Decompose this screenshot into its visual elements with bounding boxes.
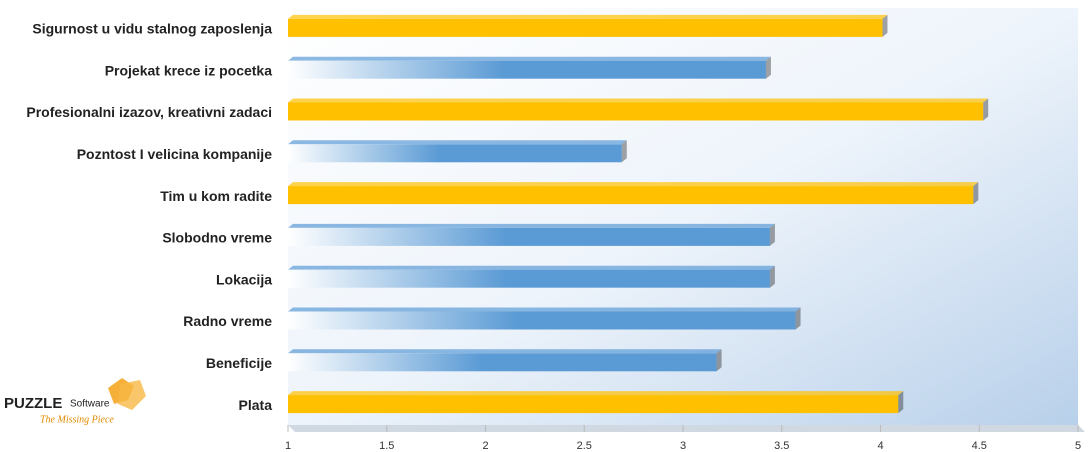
bar <box>288 311 796 330</box>
y-tick-label: Sigurnost u vidu stalnog zaposlenja <box>32 21 272 37</box>
bar-side <box>765 56 771 79</box>
x-tick-label: 3.5 <box>774 440 789 452</box>
y-tick-label: Profesionalni izazov, kreativni zadaci <box>26 104 272 120</box>
x-tick-label: 4.5 <box>972 440 987 452</box>
bar <box>288 353 717 372</box>
bar-top <box>288 140 627 145</box>
bar-top <box>288 182 979 187</box>
logo: PUZZLE Software The Missing Piece <box>4 378 146 425</box>
bar-side <box>983 98 989 121</box>
x-tick-label: 2.5 <box>577 440 592 452</box>
bar-top <box>288 56 771 61</box>
logo-brand: PUZZLE <box>4 395 62 412</box>
bar <box>288 18 883 37</box>
y-tick-label: Radno vreme <box>183 313 272 329</box>
bar-top <box>288 307 801 312</box>
bar-top <box>288 98 989 103</box>
bar-side <box>898 391 904 414</box>
x-tick-label: 2 <box>482 440 488 452</box>
bar-side <box>769 223 775 246</box>
bar <box>288 144 622 163</box>
bar-side <box>621 140 627 163</box>
bar-side <box>769 265 775 288</box>
bar-side <box>716 349 722 372</box>
bar-side <box>795 307 801 330</box>
x-tick-label: 4 <box>877 440 883 452</box>
bar-top <box>288 265 775 270</box>
bar <box>288 102 984 121</box>
bar <box>288 269 770 288</box>
bar <box>288 227 770 246</box>
x-tick-label: 3 <box>680 440 686 452</box>
bar <box>288 186 974 205</box>
bar-top <box>288 391 904 396</box>
bar <box>288 395 899 414</box>
logo-tagline: The Missing Piece <box>40 414 114 425</box>
bar-top <box>288 14 888 19</box>
x-tick-label: 5 <box>1075 440 1081 452</box>
logo-piece <box>118 380 146 410</box>
y-tick-label: Lokacija <box>216 271 272 287</box>
y-tick-label: Beneficije <box>206 355 272 371</box>
x-tick-label: 1 <box>285 440 291 452</box>
bar-top <box>288 349 722 354</box>
bar-side <box>973 182 979 205</box>
bar-side <box>882 14 888 37</box>
bar <box>288 60 766 79</box>
y-tick-label: Pozntost I velicina kompanije <box>77 146 272 162</box>
y-tick-label: Tim u kom radite <box>160 188 272 204</box>
bar-top <box>288 223 775 228</box>
floor <box>288 425 1085 432</box>
y-tick-label: Plata <box>239 397 273 413</box>
y-tick-label: Slobodno vreme <box>162 230 272 246</box>
logo-product: Software <box>70 399 110 410</box>
x-tick-label: 1.5 <box>379 440 394 452</box>
y-tick-label: Projekat krece iz pocetka <box>105 62 273 78</box>
